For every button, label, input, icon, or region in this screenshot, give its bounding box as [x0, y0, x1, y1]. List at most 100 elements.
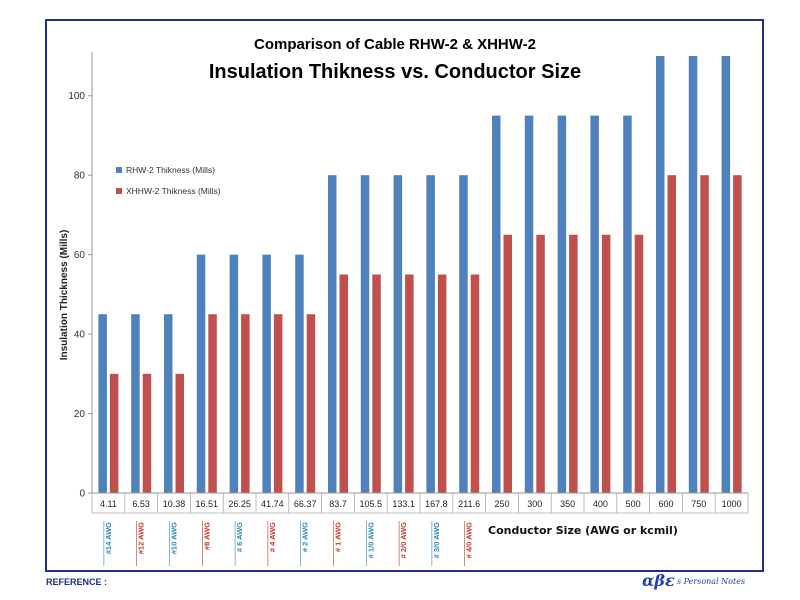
bar-rhw2: [688, 56, 698, 493]
bar-xhhw2: [142, 373, 152, 493]
bar-xhhw2: [733, 175, 742, 493]
title-prefix: Comparison of Cable: [254, 36, 409, 53]
y-tick-label: 60: [74, 250, 86, 261]
bar-xhhw2: [634, 234, 644, 494]
bar-rhw2: [590, 115, 599, 493]
bar-xhhw2: [470, 274, 480, 493]
x-tick-label: 300: [527, 499, 542, 509]
bar-xhhw2: [241, 314, 250, 493]
y-tick-label: 100: [68, 91, 85, 102]
x-axis: 4.11 6.53 10.38 16.51 26.25 41.74 66.37 83.7 105…: [91, 492, 749, 514]
x-tick-label: 66.37: [294, 499, 317, 509]
bar-xhhw2: [405, 274, 414, 493]
bar-rhw2: [131, 314, 140, 493]
legend: RHW-2 Thikness (Mills) XHHW-2 Thikness (…: [116, 165, 221, 196]
x-tick-label: 133.1: [392, 499, 415, 509]
bar-rhw2: [295, 254, 304, 493]
bar-rhw2: [164, 314, 173, 493]
bar-xhhw2: [437, 274, 447, 493]
legend-swatch-xhhw2: [116, 188, 122, 194]
awg-label: #14 AWG: [104, 522, 113, 554]
logo-subtext: s Personal Notes: [677, 577, 745, 586]
logo-mark: αβε: [642, 571, 675, 590]
x-tick-label: 350: [560, 499, 575, 509]
x-tick-label: 10.38: [163, 499, 186, 509]
chart-title-main: Insulation Thikness vs. Conductor Size: [209, 61, 581, 83]
bar-xhhw2: [306, 314, 316, 493]
bar-rhw2: [492, 115, 501, 493]
title-series-a: RHW-2: [409, 36, 458, 53]
y-tick-label: 0: [79, 489, 85, 500]
bar-xhhw2: [175, 373, 184, 493]
awg-label: # 4/0 AWG: [465, 522, 474, 559]
x-tick-label: 400: [593, 499, 608, 509]
bar-xhhw2: [273, 314, 283, 493]
bar-rhw2: [229, 254, 239, 493]
legend-swatch-rhw2: [116, 167, 122, 173]
bar-xhhw2: [503, 234, 512, 494]
bar-xhhw2: [339, 274, 348, 493]
x-tick-label: 250: [494, 499, 509, 509]
bar-rhw2: [328, 175, 337, 493]
awg-label: # 2 AWG: [301, 522, 310, 552]
x-tick-label: 167.8: [425, 499, 448, 509]
bar-xhhw2: [109, 373, 119, 493]
chart-title-line1: Comparison of Cable RHW-2 & XHHW-2: [254, 36, 536, 53]
x-tick-label: 211.6: [458, 499, 480, 509]
legend-label-rhw2: RHW-2 Thikness (Mills): [126, 165, 215, 175]
x-tick-label: 83.7: [329, 499, 347, 509]
bar-rhw2: [262, 254, 271, 493]
y-axis: 0 20 40 60 80 100: [68, 52, 93, 500]
y-tick-label: 20: [74, 409, 86, 420]
x-tick-label: 6.53: [132, 499, 150, 509]
bar-rhw2: [459, 175, 468, 493]
y-tick-label: 40: [74, 330, 86, 341]
bar-rhw2: [98, 314, 107, 493]
title-series-b: XHHW-2: [477, 36, 536, 53]
x-tick-label: 4.11: [100, 499, 117, 509]
awg-label: # 1 AWG: [334, 522, 343, 552]
reference-label: REFERENCE :: [46, 577, 107, 587]
bar-xhhw2: [700, 175, 709, 493]
awg-label: # 6 AWG: [235, 522, 244, 552]
bars-group: [98, 56, 742, 494]
bar-rhw2: [623, 115, 632, 493]
legend-label-xhhw2: XHHW-2 Thikness (Mills): [126, 186, 221, 196]
awg-label: # 4 AWG: [268, 522, 277, 552]
y-tick-label: 80: [74, 171, 86, 182]
bar-xhhw2: [372, 274, 381, 493]
bar-rhw2: [360, 175, 370, 493]
awg-label: # 1/0 AWG: [366, 522, 375, 559]
bar-rhw2: [721, 56, 731, 493]
bar-xhhw2: [569, 234, 578, 494]
bar-rhw2: [196, 254, 206, 493]
awg-label: # 3/0 AWG: [432, 522, 441, 559]
x-tick-label: 16.51: [196, 499, 219, 509]
bar-xhhw2: [601, 234, 611, 494]
x-tick-label: 600: [658, 499, 673, 509]
chart-frame: [45, 19, 764, 572]
bar-xhhw2: [536, 234, 545, 494]
bar-xhhw2: [208, 314, 217, 493]
bar-rhw2: [524, 115, 534, 493]
awg-label: #8 AWG: [202, 522, 211, 550]
bar-rhw2: [393, 175, 403, 493]
y-axis-label: Insulation Thickness (Mills): [59, 230, 70, 361]
x-tick-label: 41.74: [261, 499, 284, 509]
x-axis-label: Conductor Size (AWG or kcmil): [488, 524, 678, 537]
bar-rhw2: [426, 175, 435, 493]
awg-label: #12 AWG: [137, 522, 146, 554]
x-tick-label: 750: [691, 499, 706, 509]
x-tick-label: 26.25: [228, 499, 251, 509]
x-tick-label: 105.5: [360, 499, 383, 509]
bar-xhhw2: [667, 175, 676, 493]
awg-labels-group: #14 AWG #12 AWG #10 AWG #8 AWG # 6 AWG # 4 AW…: [103, 521, 474, 566]
x-tick-label: 500: [626, 499, 641, 509]
bar-rhw2: [656, 56, 665, 493]
x-tick-label: 1000: [722, 499, 742, 509]
awg-label: # 2/0 AWG: [399, 522, 408, 559]
awg-label: #10 AWG: [170, 522, 179, 554]
title-amp: &: [458, 36, 477, 53]
bar-rhw2: [557, 115, 567, 493]
